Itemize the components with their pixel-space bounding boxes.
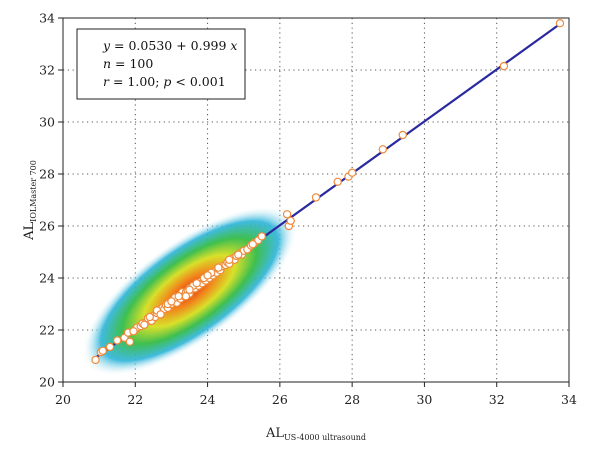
data-point [555, 19, 565, 28]
sample-size: n = 100 [103, 56, 153, 71]
data-point [105, 342, 115, 352]
y-axis-ticks: 20 22 24 26 28 30 32 34 [39, 11, 63, 390]
y-tick-label: 30 [39, 115, 55, 130]
y-axis-label-sub: IOLMaster 700 [29, 160, 38, 222]
data-point [140, 320, 149, 329]
data-point [257, 232, 266, 241]
x-tick-label: 28 [344, 392, 360, 407]
data-point [286, 216, 295, 225]
data-point [499, 61, 509, 71]
x-tick-label: 22 [127, 392, 143, 407]
stats-annotation-box: y = 0.0530 + 0.999 x n = 100 r = 1.00; p… [76, 28, 246, 100]
data-point [98, 346, 107, 355]
equation-rhs: = 0.0530 + 0.999 [110, 38, 230, 53]
p-label: p [163, 74, 171, 89]
regression-equation: y = 0.0530 + 0.999 x [102, 38, 237, 53]
y-tick-label: 26 [39, 219, 55, 234]
x-tick-label: 32 [489, 392, 505, 407]
equation-lhs: y [102, 38, 111, 53]
r-value: = 1.00; [109, 74, 163, 89]
x-tick-label: 20 [55, 392, 71, 407]
y-tick-label: 20 [39, 375, 55, 390]
p-value: < 0.001 [171, 74, 225, 89]
data-point [214, 263, 223, 272]
data-point [156, 310, 165, 319]
data-point [347, 168, 357, 177]
n-value: = 100 [111, 56, 153, 71]
data-point [378, 145, 388, 154]
data-point [174, 292, 183, 301]
data-point [234, 250, 243, 259]
y-tick-label: 34 [39, 11, 55, 26]
y-tick-label: 28 [39, 167, 55, 182]
x-tick-label: 34 [561, 392, 577, 407]
data-point [203, 271, 212, 280]
x-tick-label: 30 [416, 392, 432, 407]
x-axis-label-main: AL [265, 426, 284, 441]
equation-var: x [230, 38, 237, 53]
plot-frame [62, 17, 570, 383]
data-point [125, 337, 135, 346]
data-point [225, 255, 234, 264]
data-point [398, 130, 407, 140]
x-tick-label: 26 [272, 392, 288, 407]
data-points [91, 19, 565, 365]
data-point [282, 210, 292, 219]
y-tick-label: 32 [39, 63, 55, 78]
data-point [145, 312, 154, 322]
y-axis-label-main: AL [22, 221, 37, 240]
data-point [129, 327, 138, 336]
correlation-stat: r = 1.00; p < 0.001 [103, 74, 226, 89]
y-tick-label: 22 [39, 323, 55, 338]
y-axis-label: ALIOLMaster 700 [22, 160, 38, 241]
data-point [248, 239, 257, 249]
y-tick-label: 24 [39, 271, 55, 286]
r-label: r [103, 74, 110, 89]
data-point [333, 177, 342, 186]
x-axis-label-sub: US-4000 ultrasound [284, 433, 366, 442]
x-axis-ticks: 20 22 24 26 28 30 32 34 [55, 382, 577, 407]
x-tick-label: 24 [200, 392, 216, 407]
data-point [167, 297, 176, 306]
data-point [113, 336, 122, 345]
data-point [192, 279, 201, 288]
n-label: n [103, 56, 111, 71]
data-point [91, 355, 100, 365]
data-point [311, 193, 321, 202]
x-axis-label: ALUS-4000 ultrasound [265, 426, 366, 442]
data-point [185, 285, 194, 294]
